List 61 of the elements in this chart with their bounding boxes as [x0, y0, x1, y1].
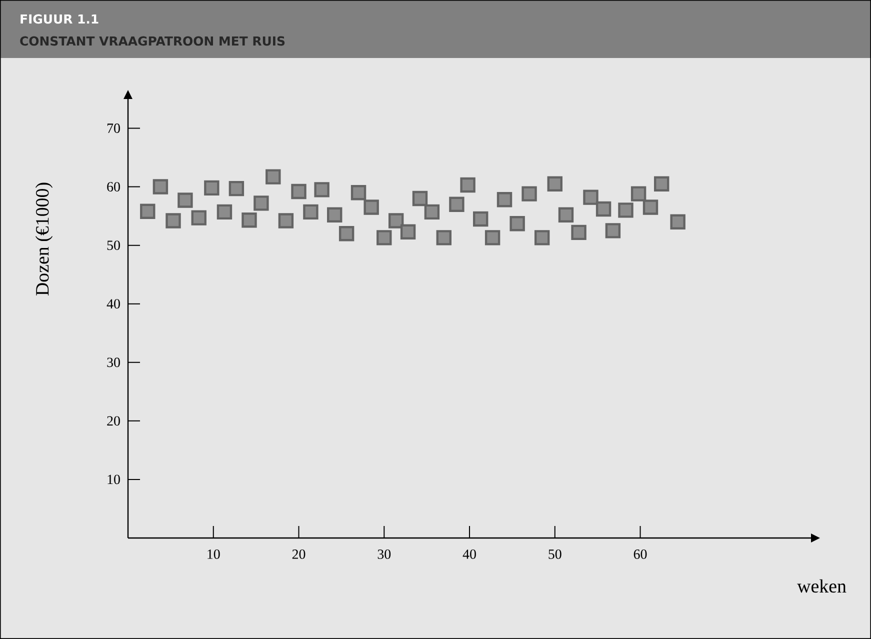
point: [654, 176, 670, 192]
point: [436, 230, 452, 246]
y-axis-title: Dozen (€1000): [35, 182, 53, 296]
point: [254, 196, 269, 211]
point: [412, 190, 428, 206]
point: [670, 214, 686, 230]
point: [534, 230, 550, 246]
point: [460, 177, 476, 193]
x-tick-label: 60: [634, 550, 647, 559]
point: [605, 223, 621, 238]
x-tick-label: 30: [378, 550, 391, 559]
point: [388, 213, 404, 228]
point: [291, 184, 306, 200]
point: [583, 190, 598, 205]
point: [496, 192, 512, 208]
point: [473, 211, 488, 227]
y-tick-label: 20: [107, 416, 120, 426]
chart-subtitle: CONSTANT VRAAGPATROON MET RUIS: [20, 36, 285, 46]
point: [510, 216, 525, 232]
point: [642, 200, 658, 215]
point: [400, 224, 416, 240]
point: [484, 230, 500, 246]
point: [140, 204, 156, 219]
chart-title: FIGUUR 1.1: [20, 14, 98, 24]
x-tick-label: 10: [208, 550, 220, 559]
point: [266, 169, 281, 184]
y-tick-label: 50: [107, 240, 120, 250]
point: [630, 186, 646, 202]
point: [596, 201, 612, 217]
x-tick-label: 20: [292, 550, 306, 559]
y-tick-label: 70: [107, 124, 120, 133]
y-tick-label: 30: [107, 358, 120, 368]
point: [376, 230, 392, 246]
point: [166, 213, 181, 228]
point: [558, 207, 574, 222]
point: [216, 204, 232, 220]
point: [327, 207, 342, 222]
point: [303, 204, 318, 220]
point: [364, 200, 379, 215]
point: [152, 179, 168, 194]
y-tick-label: 40: [106, 299, 120, 309]
point: [571, 224, 586, 240]
x-axis-title: weken: [797, 579, 846, 593]
point: [449, 196, 464, 212]
x-tick-label: 50: [548, 550, 562, 559]
point: [547, 176, 562, 192]
point: [278, 213, 294, 228]
point: [522, 186, 537, 202]
point: [350, 185, 366, 200]
x-tick-label: 40: [462, 550, 476, 559]
y-tick-label: 60: [107, 182, 120, 192]
point: [242, 212, 257, 228]
point: [204, 180, 220, 196]
y-tick-label: 10: [108, 474, 120, 484]
point: [314, 182, 330, 198]
point: [191, 210, 206, 226]
point: [338, 226, 354, 242]
point: [424, 204, 440, 220]
point: [228, 180, 244, 196]
point: [178, 192, 193, 208]
point: [618, 202, 634, 218]
